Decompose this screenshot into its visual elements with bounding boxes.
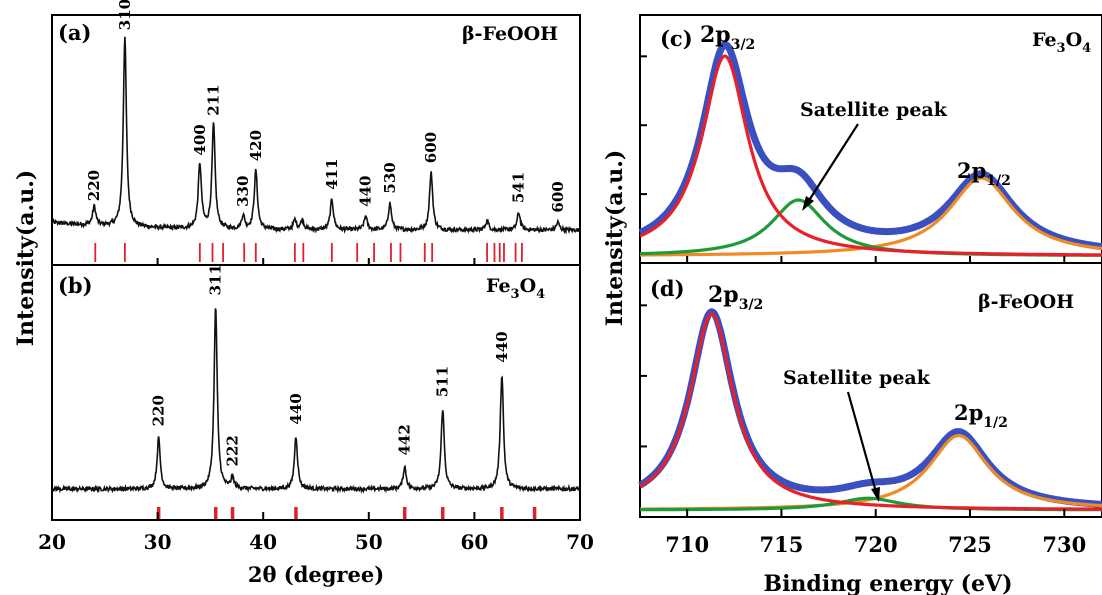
panel-a-material: β-FeOOH: [462, 23, 558, 45]
c-satellite-label: Satellite peak: [800, 99, 948, 121]
panel-d-material: β-FeOOH: [978, 291, 1074, 313]
xps-xtick-label-0: 710: [665, 532, 709, 557]
panel-a-frame: [51, 14, 581, 266]
peak-label-b-4: 442: [396, 424, 414, 455]
panel-d-label: (d): [650, 276, 685, 301]
peak-label-a-8: 411: [323, 158, 341, 189]
panel-a-label: (a): [58, 20, 91, 45]
xps-xtick-label-4: 730: [1042, 532, 1086, 557]
o-text-c: O: [1066, 29, 1083, 51]
xrd-xtick-label-4: 60: [460, 530, 488, 554]
xrd-xtick-label-2: 40: [249, 530, 277, 554]
peak-label-a-1: 310: [116, 0, 134, 30]
peak-label-a-11: 600: [422, 132, 440, 163]
xrd-frame: [51, 14, 581, 521]
c-satellite-arrowhead: [802, 196, 814, 211]
fe-sub3: 3: [511, 287, 520, 302]
d-satellite-label: Satellite peak: [783, 367, 931, 389]
xps-frame: [639, 14, 1102, 518]
peak-label-a-3: 211: [205, 84, 223, 115]
fe-sub3-c: 3: [1057, 41, 1066, 56]
xps-xlabel: Binding energy (eV): [763, 571, 1012, 595]
fe-text: Fe: [486, 275, 511, 297]
peak-label-b-5: 511: [434, 366, 452, 397]
fe-sub4-c: 4: [1082, 41, 1091, 56]
panel-c-material: Fe3O4: [1032, 29, 1091, 56]
d-2p32-label: 2p3/2: [708, 282, 763, 313]
peak-label-b-0: 220: [150, 395, 168, 426]
panel-d-frame: [639, 262, 1102, 518]
xps-component-d-0: [639, 312, 1102, 511]
xrd-xtick-label-1: 30: [144, 530, 172, 554]
fe-sub4: 4: [536, 287, 545, 302]
xrd-pattern-a: [51, 36, 581, 235]
d-satellite-arrowhead: [871, 487, 880, 502]
peak-label-b-3: 440: [287, 393, 305, 424]
peak-label-a-4: 330: [234, 176, 252, 207]
peak-label-a-10: 530: [381, 162, 399, 193]
fe-text-c: Fe: [1032, 29, 1057, 51]
xrd-ylabel: Intensity(a.u.): [13, 170, 39, 347]
xps-ylabel: Intensity(a.u.): [602, 150, 628, 327]
peak-label-b-2: 222: [224, 435, 242, 466]
xps-component-c-0: [639, 54, 1102, 257]
o-text: O: [520, 275, 537, 297]
xrd-xtick-label-0: 20: [38, 530, 66, 554]
peak-label-a-14: 600: [549, 181, 567, 212]
xrd-xtick-label-5: 70: [566, 530, 594, 554]
peak-label-a-2: 400: [191, 124, 209, 155]
c-2p12-label: 2p1/2: [957, 158, 1011, 189]
peak-label-b-1: 311: [207, 264, 225, 295]
xrd-panel-a: 220 310 400 211 330 420 411 440 530 600 541 600: [51, 0, 581, 262]
c-2p32-label: 2p3/2: [700, 22, 755, 53]
xps-xtick-label-3: 725: [948, 532, 992, 557]
d-2p12-label: 2p1/2: [954, 400, 1008, 431]
xps-xtick-label-2: 720: [854, 532, 898, 557]
peak-label-a-5: 420: [247, 130, 265, 161]
xps-panel-c: [637, 41, 1102, 257]
peak-label-a-0: 220: [85, 170, 103, 201]
peak-label-a-9: 440: [357, 176, 375, 207]
xrd-xtick-label-3: 50: [355, 530, 383, 554]
panel-b-label: (b): [58, 273, 93, 298]
xps-panel-d: [637, 308, 1102, 512]
panel-b-material: Fe3O4: [486, 275, 545, 302]
c-satellite-arrow: [807, 123, 859, 203]
xps-xtick-label-1: 715: [760, 532, 804, 557]
d-satellite-arrow: [846, 391, 878, 493]
panel-c-label: (c): [660, 26, 693, 51]
satellite-arrows: [802, 123, 880, 502]
xps-component-c-2: [639, 176, 1102, 257]
axes: 20 30 40 50 60 70 710 715 720 725 730: [38, 55, 1086, 557]
peak-label-a-13: 541: [510, 172, 528, 203]
panel-b-frame: [51, 264, 581, 521]
xrd-pattern-b: [51, 308, 581, 494]
peak-label-b-6: 440: [493, 331, 511, 362]
xps-envelope-c: [637, 41, 1102, 251]
xrd-xlabel: 2θ (degree): [248, 562, 384, 587]
xrd-panel-b: 220 311 222 440 442 511 440: [51, 264, 581, 519]
